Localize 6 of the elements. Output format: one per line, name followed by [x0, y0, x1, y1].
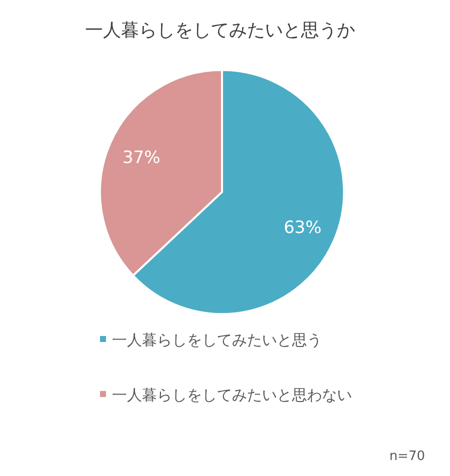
data-label: 63%	[284, 218, 322, 238]
text: n=70	[389, 449, 425, 464]
legend-label: 一人暮らしをしてみたいと思わない	[112, 386, 352, 404]
chart-title: 一人暮らしをしてみたいと思うか	[85, 20, 355, 41]
data-label: 37%	[122, 148, 160, 168]
legend-label: 一人暮らしをしてみたいと思う	[112, 331, 322, 349]
